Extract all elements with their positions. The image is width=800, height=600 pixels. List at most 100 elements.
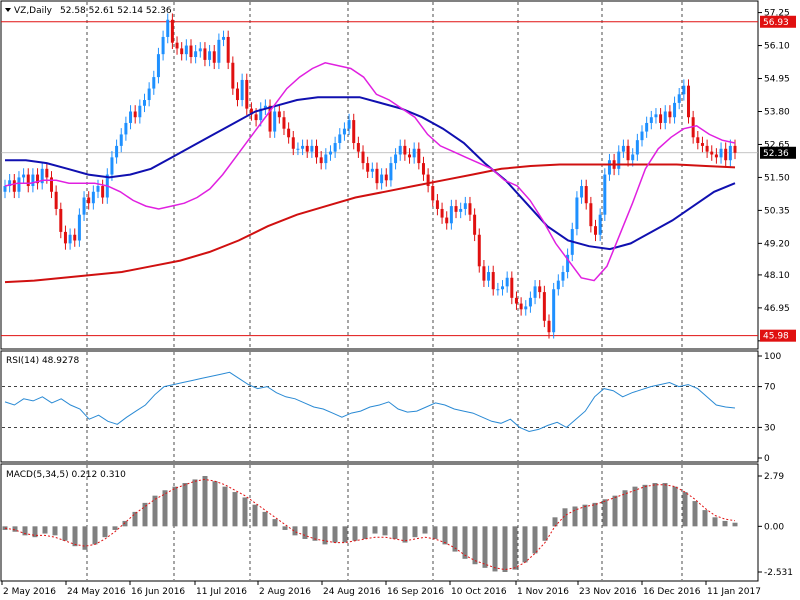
candle-body [115, 145, 119, 158]
macd-histogram-bar [702, 510, 708, 527]
candle-body [282, 117, 286, 129]
candle-body [552, 289, 556, 333]
macd-histogram-bar [112, 526, 118, 530]
macd-histogram-bar [382, 526, 388, 536]
macd-histogram-bar [32, 526, 38, 538]
macd-histogram-bar [22, 526, 28, 536]
macd-histogram-bar [12, 526, 18, 532]
macd-series [2, 476, 738, 572]
candle-body [166, 19, 170, 37]
candle-body [170, 19, 174, 43]
macd-histogram-bar [132, 511, 138, 527]
candle-body [82, 197, 86, 215]
candle-body [635, 140, 639, 155]
macd-histogram-bar [142, 502, 148, 527]
price-tick-label: 56.10 [764, 42, 790, 52]
macd-histogram-bar [482, 526, 488, 568]
date-label: 24 Aug 2016 [323, 587, 381, 597]
macd-histogram-bar [42, 526, 48, 534]
price-tick-label: 54.95 [764, 75, 790, 85]
candle-body [519, 303, 523, 310]
candle-body [482, 266, 486, 281]
macd-histogram-bar [52, 526, 58, 536]
candle-body [180, 48, 184, 55]
candle-body [733, 145, 737, 153]
macd-tick-label: 0.00 [764, 522, 784, 532]
candle-body [403, 145, 407, 155]
candle-body [356, 143, 360, 152]
ohlc-readout: 52.58 52.61 52.14 52.36 [60, 6, 172, 16]
macd-histogram-bar [212, 481, 218, 527]
price-panel-frame [0, 0, 759, 350]
candle-body [324, 154, 328, 164]
rsi-line [4, 371, 736, 433]
candle-body [687, 85, 691, 118]
candle-body [724, 148, 728, 161]
candle-body [217, 39, 221, 63]
candle-body [584, 186, 588, 204]
candle-body [156, 54, 160, 78]
candle-body [408, 154, 412, 158]
date-label: 1 Nov 2016 [517, 587, 569, 597]
candle-body [487, 272, 491, 281]
candle-body [621, 145, 625, 152]
candle-body [607, 160, 611, 175]
candle-body [263, 105, 267, 109]
macd-label: MACD(5,34,5) 0.212 0.310 [6, 470, 126, 480]
candle-body [328, 151, 332, 155]
symbol-label: VZ,Daily [14, 6, 53, 16]
candle-body [45, 168, 49, 178]
high-price-tag: 56.93 [763, 18, 789, 28]
candle-body [110, 157, 114, 175]
candle-body [412, 148, 416, 158]
price-tick-label: 57.25 [764, 9, 790, 19]
candle-body [129, 111, 133, 123]
date-label: 10 Oct 2016 [451, 587, 507, 597]
ma-mid-line [5, 96, 736, 251]
price-tick-label: 51.50 [764, 173, 790, 183]
candle-body [138, 105, 142, 118]
price-tick-label: 49.20 [764, 239, 790, 249]
macd-histogram-bar [92, 526, 98, 545]
macd-histogram-bar [82, 526, 88, 550]
candle-body [17, 177, 21, 192]
candle-body [189, 45, 193, 58]
macd-histogram-bar [162, 490, 168, 527]
candle-body [296, 148, 300, 150]
candle-body [68, 234, 72, 244]
current-price-tag-bg [760, 146, 796, 159]
candle-body [380, 174, 384, 184]
macd-histogram-bar [392, 526, 398, 539]
macd-histogram-bar [612, 495, 618, 527]
candle-body [124, 122, 128, 135]
macd-histogram-bar [232, 492, 238, 527]
candle-body [673, 102, 677, 118]
collapse-triangle-icon[interactable] [5, 8, 11, 12]
candle-body [533, 286, 537, 298]
candle-body [659, 114, 663, 123]
date-label: 11 Jan 2017 [707, 587, 761, 597]
macd-histogram-bar [722, 520, 728, 527]
candle-body [36, 174, 40, 184]
macd-histogram-bar [732, 522, 738, 527]
candle-body [352, 120, 356, 144]
candle-body [603, 174, 607, 215]
rsi-label: RSI(14) 48.9278 [6, 356, 79, 366]
macd-signal-line [4, 478, 736, 571]
macd-histogram-bar [152, 495, 158, 527]
candle-body [142, 100, 146, 106]
candle-body [198, 48, 202, 52]
candle-body [370, 168, 374, 172]
date-label: 16 Jun 2016 [131, 587, 185, 597]
candle-body [445, 217, 449, 224]
ma-long-line [4, 163, 736, 284]
candle-body [556, 280, 560, 290]
candle-body [347, 120, 351, 129]
candle-body [31, 174, 35, 187]
candle-body [240, 79, 244, 101]
date-label: 2 Aug 2016 [259, 587, 311, 597]
candle-body [384, 174, 388, 181]
candle-body [501, 286, 505, 290]
date-label: 11 Jul 2016 [196, 587, 247, 597]
candle-body [375, 168, 379, 184]
